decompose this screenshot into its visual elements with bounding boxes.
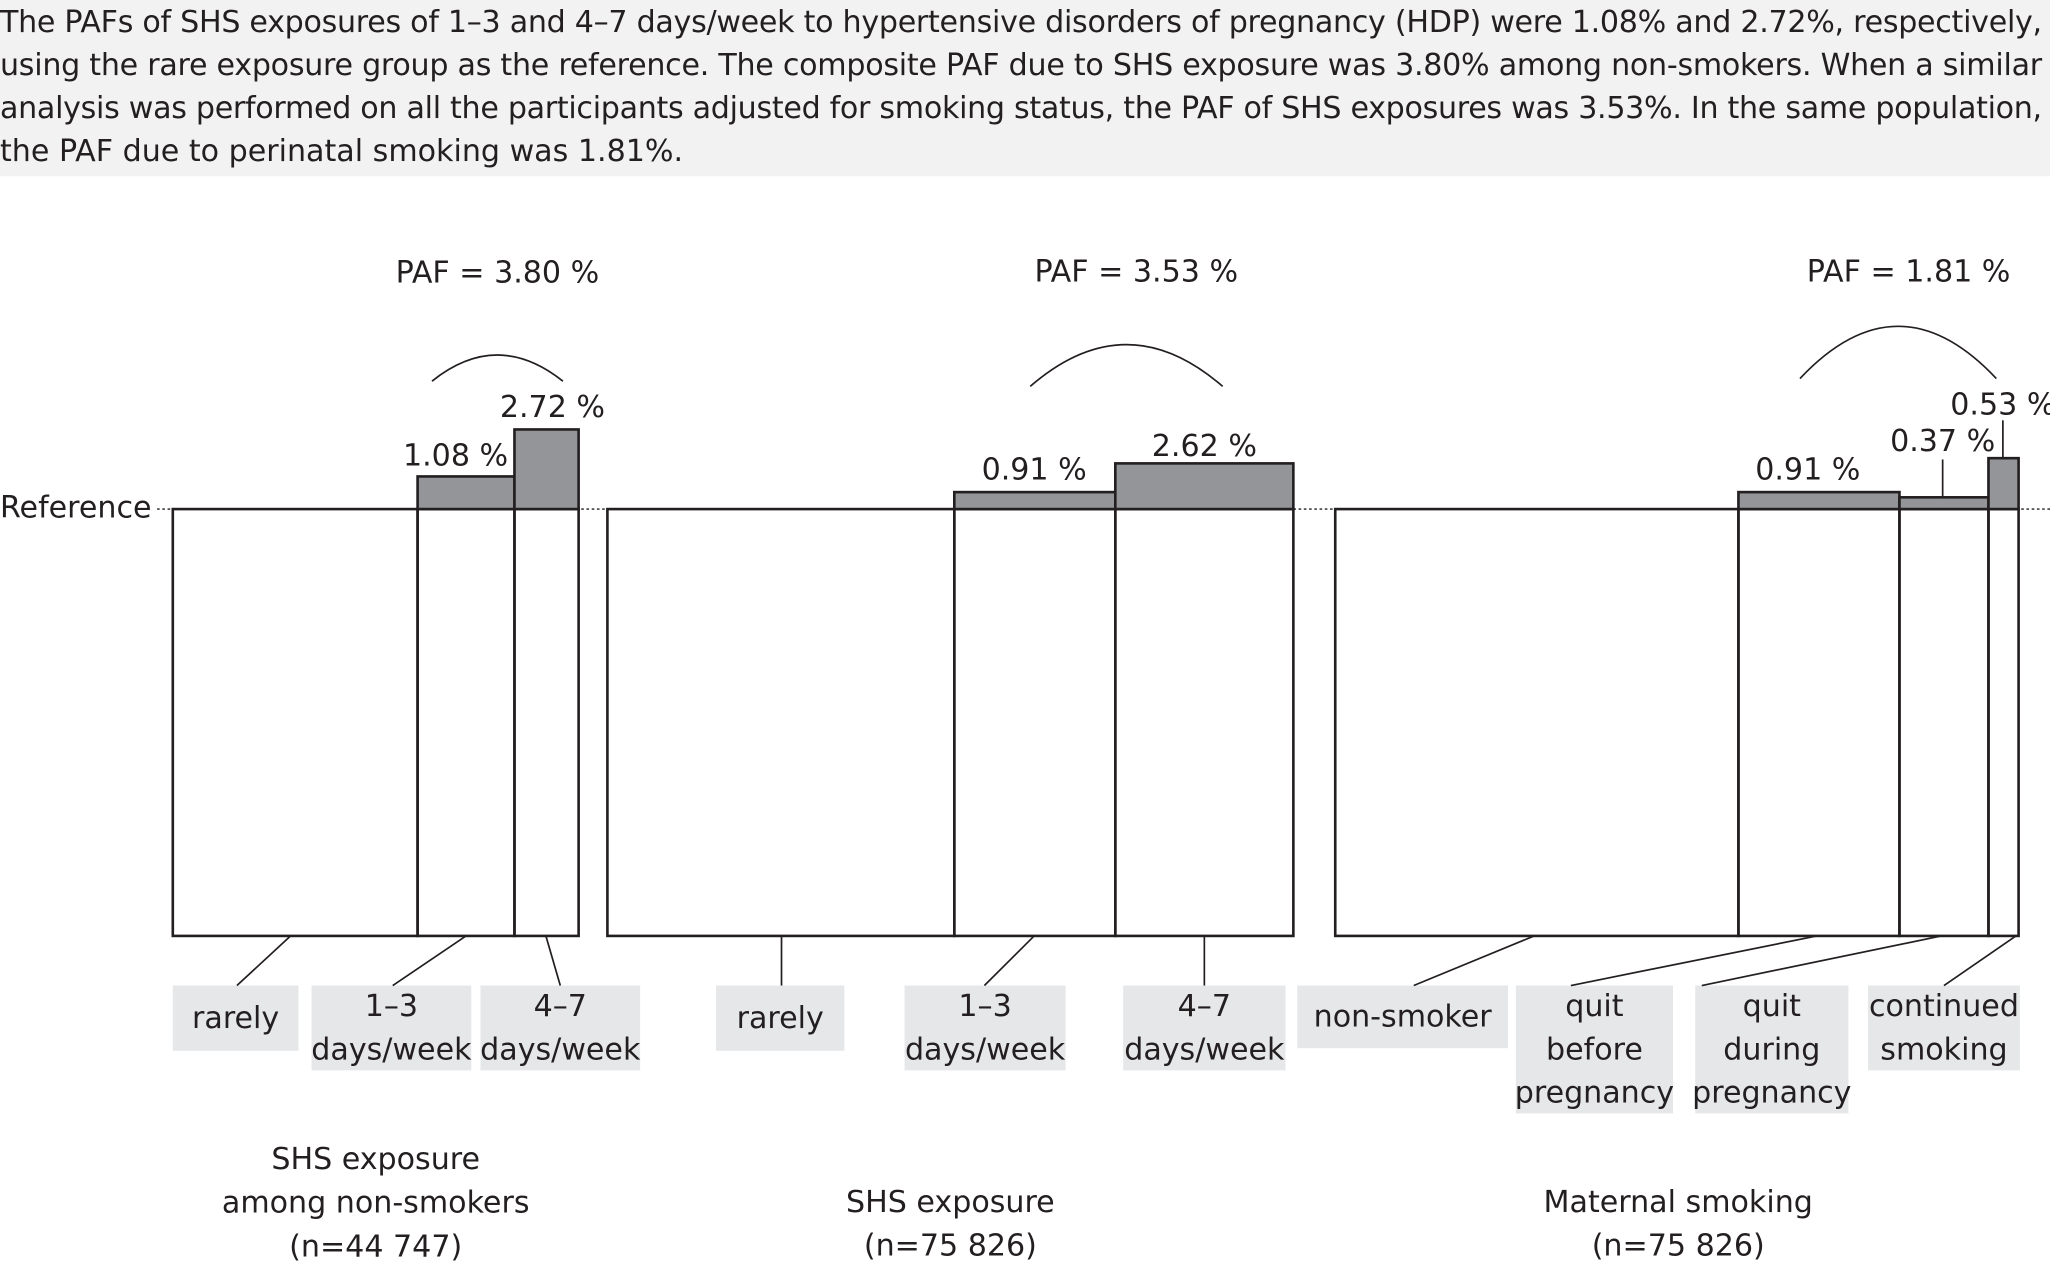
segment-box: [606, 507, 956, 938]
category-label: days/week: [905, 1032, 1066, 1067]
paragraph-line: analysis was performed on all the partic…: [0, 91, 2042, 126]
category-box: [1695, 985, 1849, 1114]
segment-paf-label: 1.08 %: [403, 438, 508, 473]
segment-paf-label: 0.91 %: [1755, 453, 1860, 488]
segment-box: [1737, 507, 1901, 938]
group-title: among non-smokers: [222, 1186, 530, 1221]
category-leader: [392, 935, 467, 987]
category-label: before: [1546, 1032, 1643, 1067]
category-label: pregnancy: [1515, 1075, 1674, 1110]
category-box: [311, 985, 472, 1071]
group-title: SHS exposure: [271, 1142, 480, 1177]
category-box: [1515, 985, 1673, 1114]
category-label: pregnancy: [1692, 1075, 1851, 1110]
excess-bar: [513, 428, 580, 511]
segment-box: [1114, 507, 1295, 938]
category-box: [1123, 985, 1286, 1071]
paragraph-background: [0, 0, 2050, 177]
segment-box: [1333, 507, 1740, 938]
category-label: quit: [1565, 989, 1624, 1024]
segment-box: [513, 507, 580, 938]
segment-paf-label: 0.37 %: [1890, 424, 1995, 459]
category-label: quit: [1743, 989, 1802, 1024]
category-leader: [545, 935, 562, 986]
paragraph-line: The PAFs of SHS exposures of 1–3 and 4–7…: [0, 5, 2042, 40]
category-box: [1297, 985, 1509, 1049]
paf-arc: [431, 354, 564, 382]
segment-paf-label: 0.91 %: [982, 453, 1087, 488]
category-label: days/week: [1124, 1032, 1285, 1067]
excess-bar: [1737, 490, 1901, 511]
category-box: [480, 985, 641, 1071]
paf-arc: [1029, 343, 1224, 388]
segment-paf-label: 2.72 %: [500, 390, 605, 425]
excess-bar: [1114, 462, 1295, 511]
category-box: [1868, 985, 2020, 1071]
excess-bar: [1898, 496, 1990, 511]
segment-box: [953, 507, 1117, 938]
excess-bar: [953, 490, 1117, 511]
paf-arc: [1799, 325, 1997, 380]
category-box: [716, 985, 845, 1051]
category-box: [172, 985, 299, 1051]
segment-box: [171, 507, 419, 938]
category-leader: [236, 935, 292, 987]
category-leader: [1413, 935, 1535, 987]
paf-label: PAF = 1.81 %: [1807, 254, 2011, 289]
category-label: during: [1723, 1032, 1820, 1067]
category-label: continued: [1869, 989, 2019, 1024]
group-title: SHS exposure: [846, 1185, 1055, 1220]
paf-label: PAF = 3.80 %: [396, 256, 600, 291]
segment-box: [1898, 507, 1990, 938]
category-label: rarely: [192, 1001, 279, 1036]
category-label: 1–3: [958, 989, 1011, 1024]
category-label: 4–7: [534, 989, 587, 1024]
paragraph-line: the PAF due to perinatal smoking was 1.8…: [0, 134, 683, 169]
group-title: (n=44 747): [289, 1229, 462, 1264]
category-label: non-smoker: [1314, 1000, 1493, 1035]
group-title: (n=75 826): [864, 1229, 1037, 1264]
segment-box: [416, 507, 516, 938]
excess-bar: [416, 475, 516, 511]
category-leader: [1701, 935, 1942, 987]
category-box: [904, 985, 1066, 1071]
category-leader: [983, 935, 1035, 987]
segment-paf-label: 0.53 %: [1950, 387, 2050, 422]
excess-bar: [1987, 456, 2020, 511]
category-label: days/week: [480, 1032, 641, 1067]
group-title: Maternal smoking: [1544, 1185, 1813, 1220]
paragraph-line: using the rare exposure group as the ref…: [0, 48, 2043, 83]
category-label: smoking: [1880, 1032, 2007, 1067]
category-leader: [1943, 935, 2017, 987]
paf-label: PAF = 3.53 %: [1034, 254, 1238, 289]
segment-paf-label: 2.62 %: [1152, 429, 1257, 464]
category-label: days/week: [311, 1032, 472, 1067]
category-leader: [1570, 935, 1818, 987]
reference-label: Reference: [0, 491, 152, 526]
category-label: 1–3: [365, 989, 418, 1024]
category-label: rarely: [737, 1001, 824, 1036]
group-title: (n=75 826): [1592, 1229, 1765, 1264]
category-label: 4–7: [1178, 989, 1231, 1024]
segment-box: [1987, 507, 2020, 938]
